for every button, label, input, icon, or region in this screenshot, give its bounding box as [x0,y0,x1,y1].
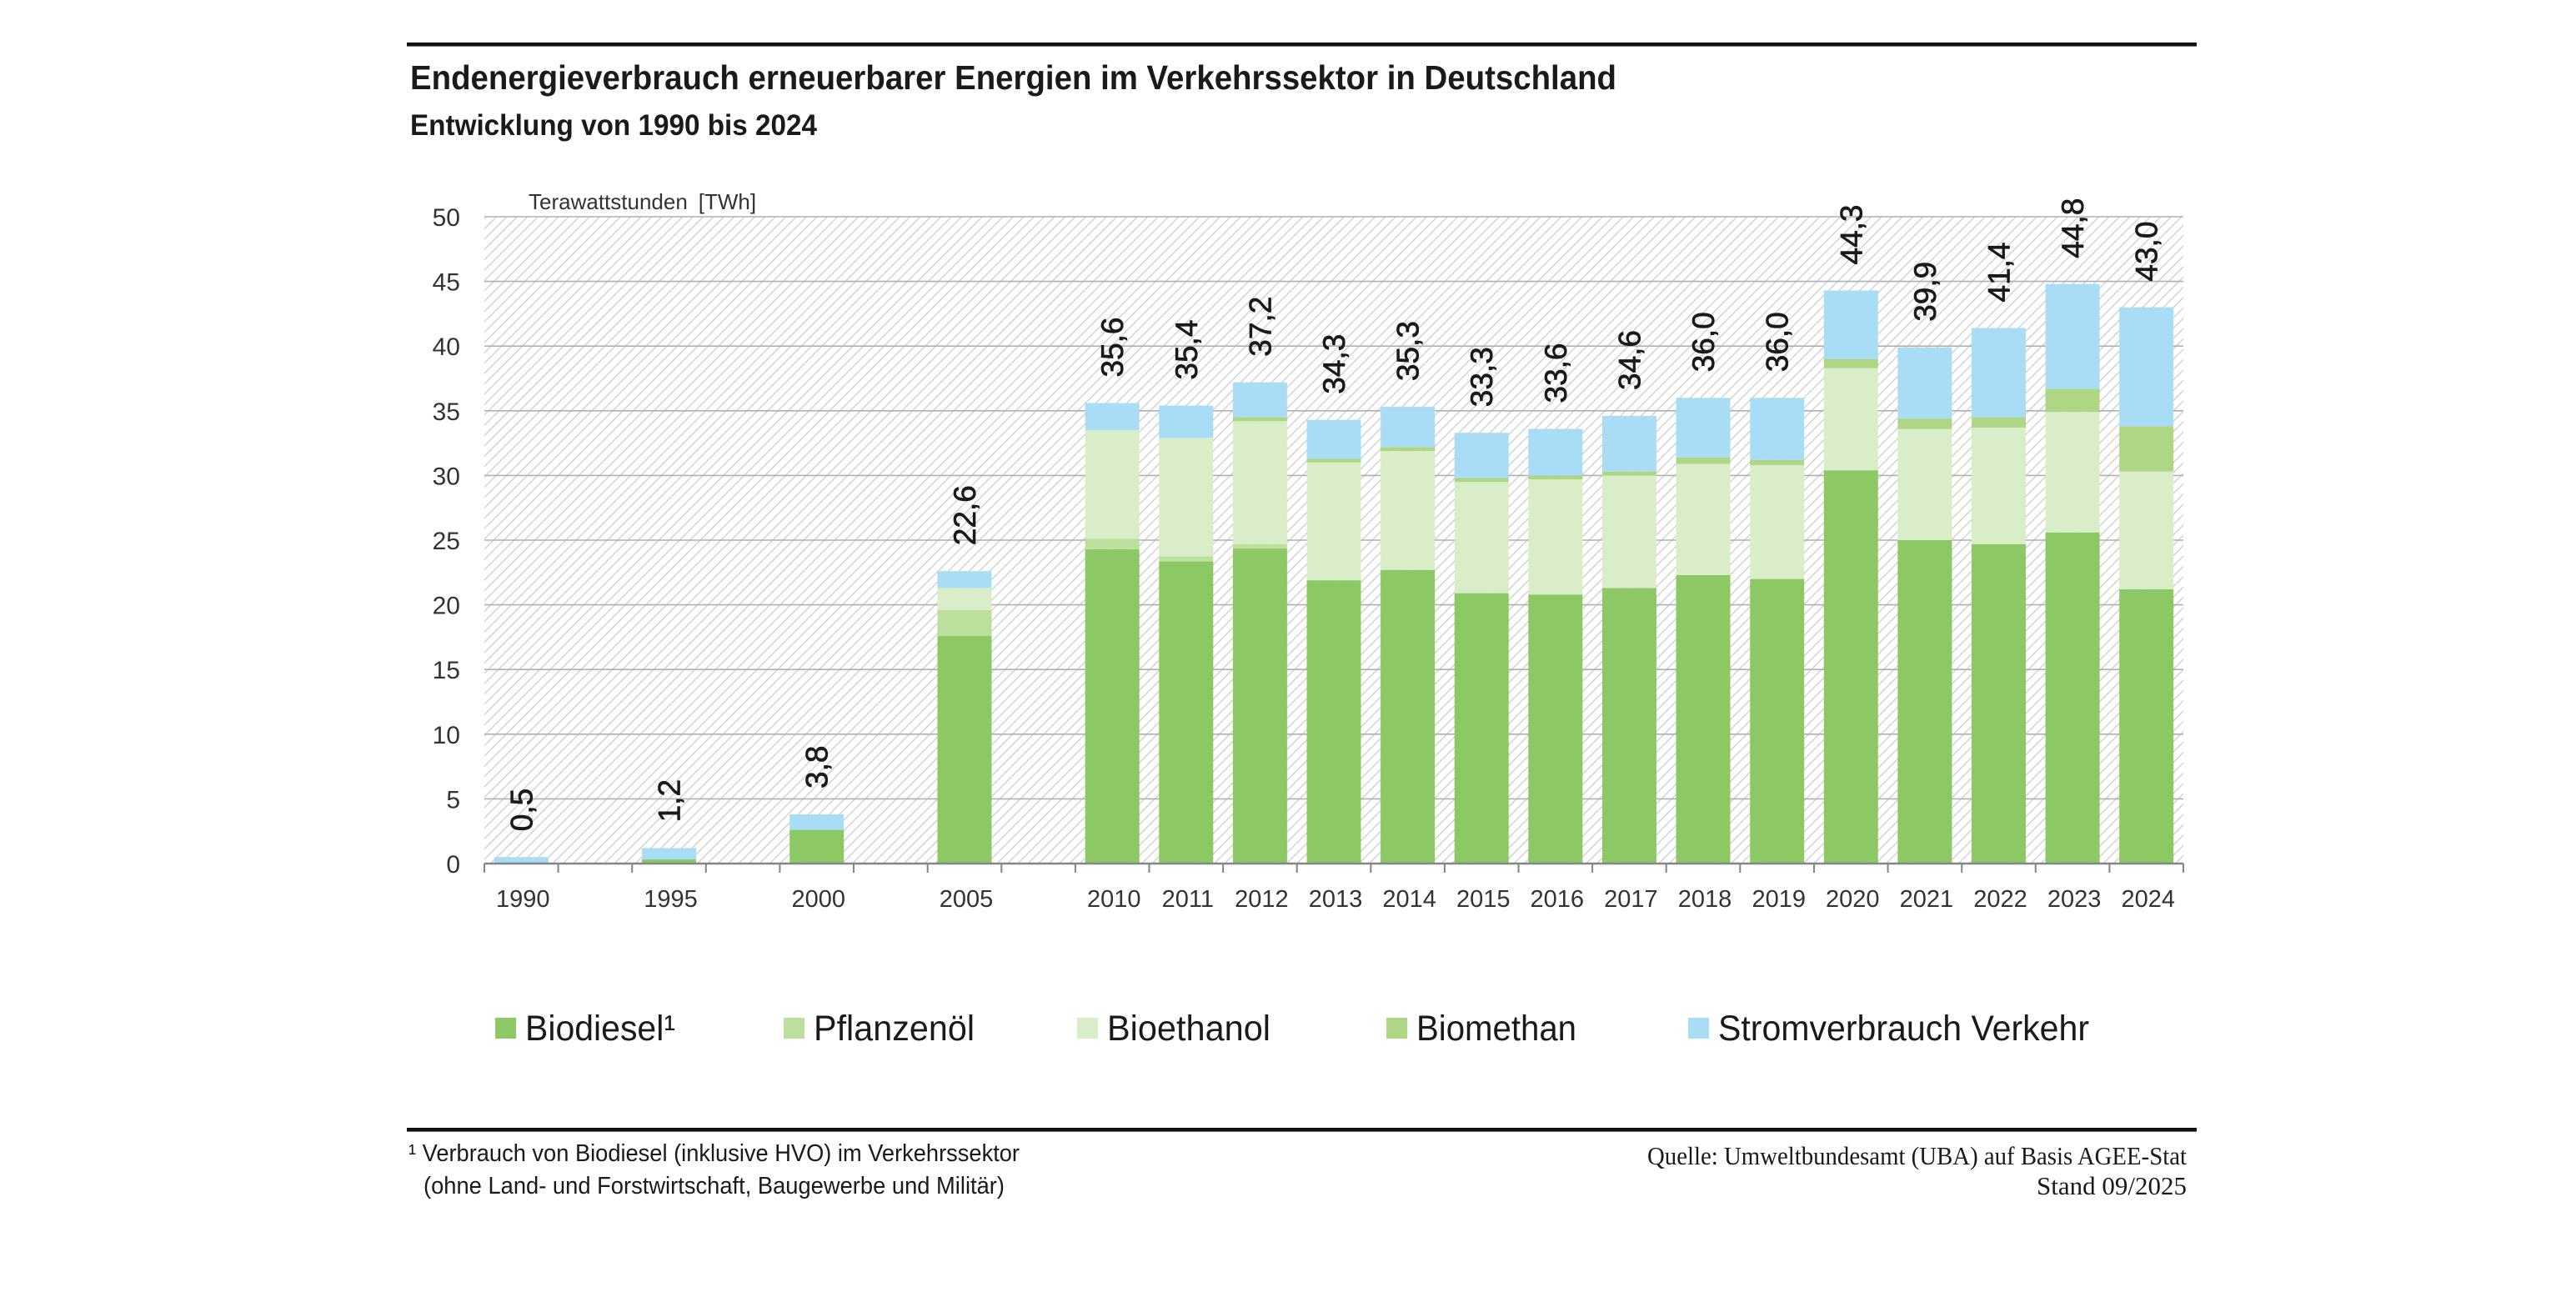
svg-text:10: 10 [433,722,460,749]
svg-text:2000: 2000 [791,886,845,913]
svg-text:Stand 09/2025: Stand 09/2025 [2037,1171,2187,1200]
svg-text:Entwicklung von 1990 bis 2024: Entwicklung von 1990 bis 2024 [410,109,817,142]
svg-text:Quelle: Umweltbundesamt (UBA): Quelle: Umweltbundesamt (UBA) auf Basis … [1647,1141,2187,1170]
svg-text:2013: 2013 [1309,886,1363,913]
svg-text:44,8: 44,8 [2056,198,2090,258]
svg-text:5: 5 [446,786,460,814]
svg-text:2022: 2022 [1973,886,2027,913]
svg-text:Biomethan: Biomethan [1416,1009,1576,1049]
svg-text:2018: 2018 [1678,886,1732,913]
svg-text:44,3: 44,3 [1834,204,1868,264]
svg-text:34,6: 34,6 [1612,330,1646,390]
svg-text:2014: 2014 [1382,886,1436,913]
svg-text:35,3: 35,3 [1391,321,1426,381]
svg-text:34,3: 34,3 [1317,334,1351,394]
svg-text:Terawattstunden [TWh]: Terawattstunden [TWh] [529,189,756,214]
svg-text:39,9: 39,9 [1908,262,1942,322]
svg-text:2010: 2010 [1087,886,1141,913]
svg-text:40: 40 [433,333,460,361]
svg-text:2011: 2011 [1162,886,1214,913]
svg-text:36,0: 36,0 [1761,312,1795,372]
svg-text:2012: 2012 [1235,886,1289,913]
svg-text:Biodiesel¹: Biodiesel¹ [525,1009,675,1049]
svg-text:1990: 1990 [496,886,550,913]
svg-text:20: 20 [433,593,460,620]
svg-text:2015: 2015 [1456,886,1511,913]
svg-text:37,2: 37,2 [1243,297,1277,357]
svg-text:Stromverbrauch Verkehr: Stromverbrauch Verkehr [1718,1009,2089,1049]
svg-text:2016: 2016 [1531,886,1585,913]
svg-text:Pflanzenöl: Pflanzenöl [814,1009,975,1049]
svg-text:1,2: 1,2 [653,779,687,822]
svg-text:25: 25 [433,528,460,555]
svg-text:2024: 2024 [2121,886,2175,913]
svg-text:(ohne Land- und Forstwirtschaf: (ohne Land- und Forstwirtschaft, Baugewe… [423,1173,1005,1199]
svg-text:45: 45 [433,269,460,297]
svg-text:0,5: 0,5 [504,789,539,831]
svg-text:15: 15 [433,657,460,684]
svg-text:Endenergieverbrauch erneuerbar: Endenergieverbrauch erneuerbarer Energie… [410,58,1616,97]
svg-text:50: 50 [433,204,460,232]
svg-text:33,3: 33,3 [1465,347,1499,407]
svg-text:2020: 2020 [1826,886,1880,913]
svg-text:2023: 2023 [2047,886,2102,913]
svg-text:1995: 1995 [644,886,698,913]
svg-text:35: 35 [433,398,460,426]
svg-text:2017: 2017 [1604,886,1658,913]
svg-text:35,4: 35,4 [1170,320,1204,380]
svg-text:35,6: 35,6 [1095,317,1130,377]
svg-text:0: 0 [446,851,460,879]
svg-text:2005: 2005 [940,886,994,913]
svg-text:¹ Verbrauch von Biodiesel (ink: ¹ Verbrauch von Biodiesel (inklusive HVO… [408,1140,1020,1167]
svg-text:2021: 2021 [1900,886,1954,913]
svg-text:33,6: 33,6 [1539,343,1573,403]
svg-text:2019: 2019 [1752,886,1806,913]
svg-text:30: 30 [433,463,460,490]
svg-text:3,8: 3,8 [800,746,834,789]
svg-text:36,0: 36,0 [1686,312,1721,372]
svg-text:22,6: 22,6 [948,485,982,545]
svg-text:Bioethanol: Bioethanol [1107,1009,1270,1049]
svg-text:41,4: 41,4 [1982,242,2017,302]
svg-text:43,0: 43,0 [2130,222,2164,282]
